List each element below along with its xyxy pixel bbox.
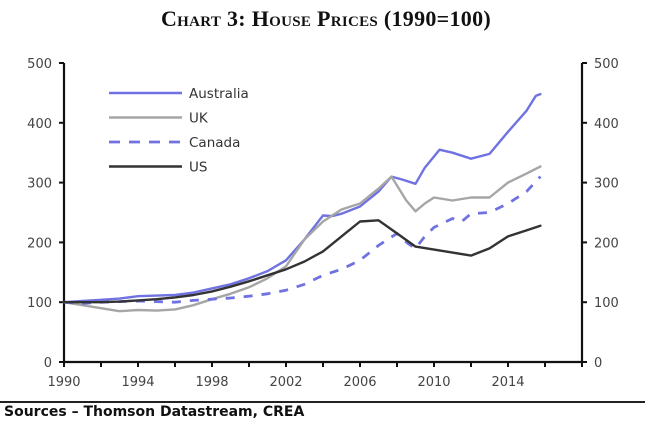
- source-note: Sources – Thomson Datastream, CREA: [4, 404, 305, 420]
- y-tick-label-left: 400: [27, 117, 52, 132]
- x-tick-label: 2002: [269, 375, 302, 390]
- x-tick-label: 2010: [417, 375, 450, 390]
- footer-divider: [0, 401, 645, 403]
- x-tick-label: 2006: [343, 375, 376, 390]
- series-line-us: [62, 219, 542, 304]
- legend-label-uk: UK: [189, 111, 209, 127]
- x-tick-label: 1994: [121, 375, 154, 390]
- x-tick-label: 2014: [491, 375, 524, 390]
- y-tick-label-left: 300: [27, 177, 52, 192]
- x-tick-label: 1998: [195, 375, 228, 390]
- y-tick-label-right: 0: [594, 356, 602, 371]
- y-tick-label-right: 500: [594, 57, 619, 72]
- legend-label-canada: Canada: [189, 135, 240, 151]
- y-tick-label-right: 100: [594, 296, 619, 311]
- y-tick-label-left: 100: [27, 296, 52, 311]
- y-tick-label-right: 200: [594, 236, 619, 251]
- x-tick-label: 1990: [47, 375, 80, 390]
- y-tick-label-right: 400: [594, 117, 619, 132]
- axes: [59, 62, 587, 367]
- y-tick-label-left: 500: [27, 57, 52, 72]
- tick-labels: 0 100 200 300 400 500 0 100 200 300 400 500 1990 1994…: [27, 57, 619, 390]
- legend-label-us: US: [189, 160, 207, 176]
- legend: Australia UK Canada US: [109, 86, 249, 176]
- legend-label-australia: Australia: [189, 86, 249, 102]
- chart-title: Chart 3: House Prices (1990=100): [160, 6, 492, 31]
- y-tick-label-right: 300: [594, 177, 619, 192]
- series-line-canada: [63, 175, 542, 305]
- y-tick-label-left: 0: [44, 356, 52, 371]
- series-lines: [62, 92, 542, 313]
- y-tick-label-left: 200: [27, 236, 52, 251]
- line-chart: 0 100 200 300 400 500 0 100 200 300 400 500 1990 1994…: [27, 57, 619, 390]
- series-line-uk: [62, 165, 542, 313]
